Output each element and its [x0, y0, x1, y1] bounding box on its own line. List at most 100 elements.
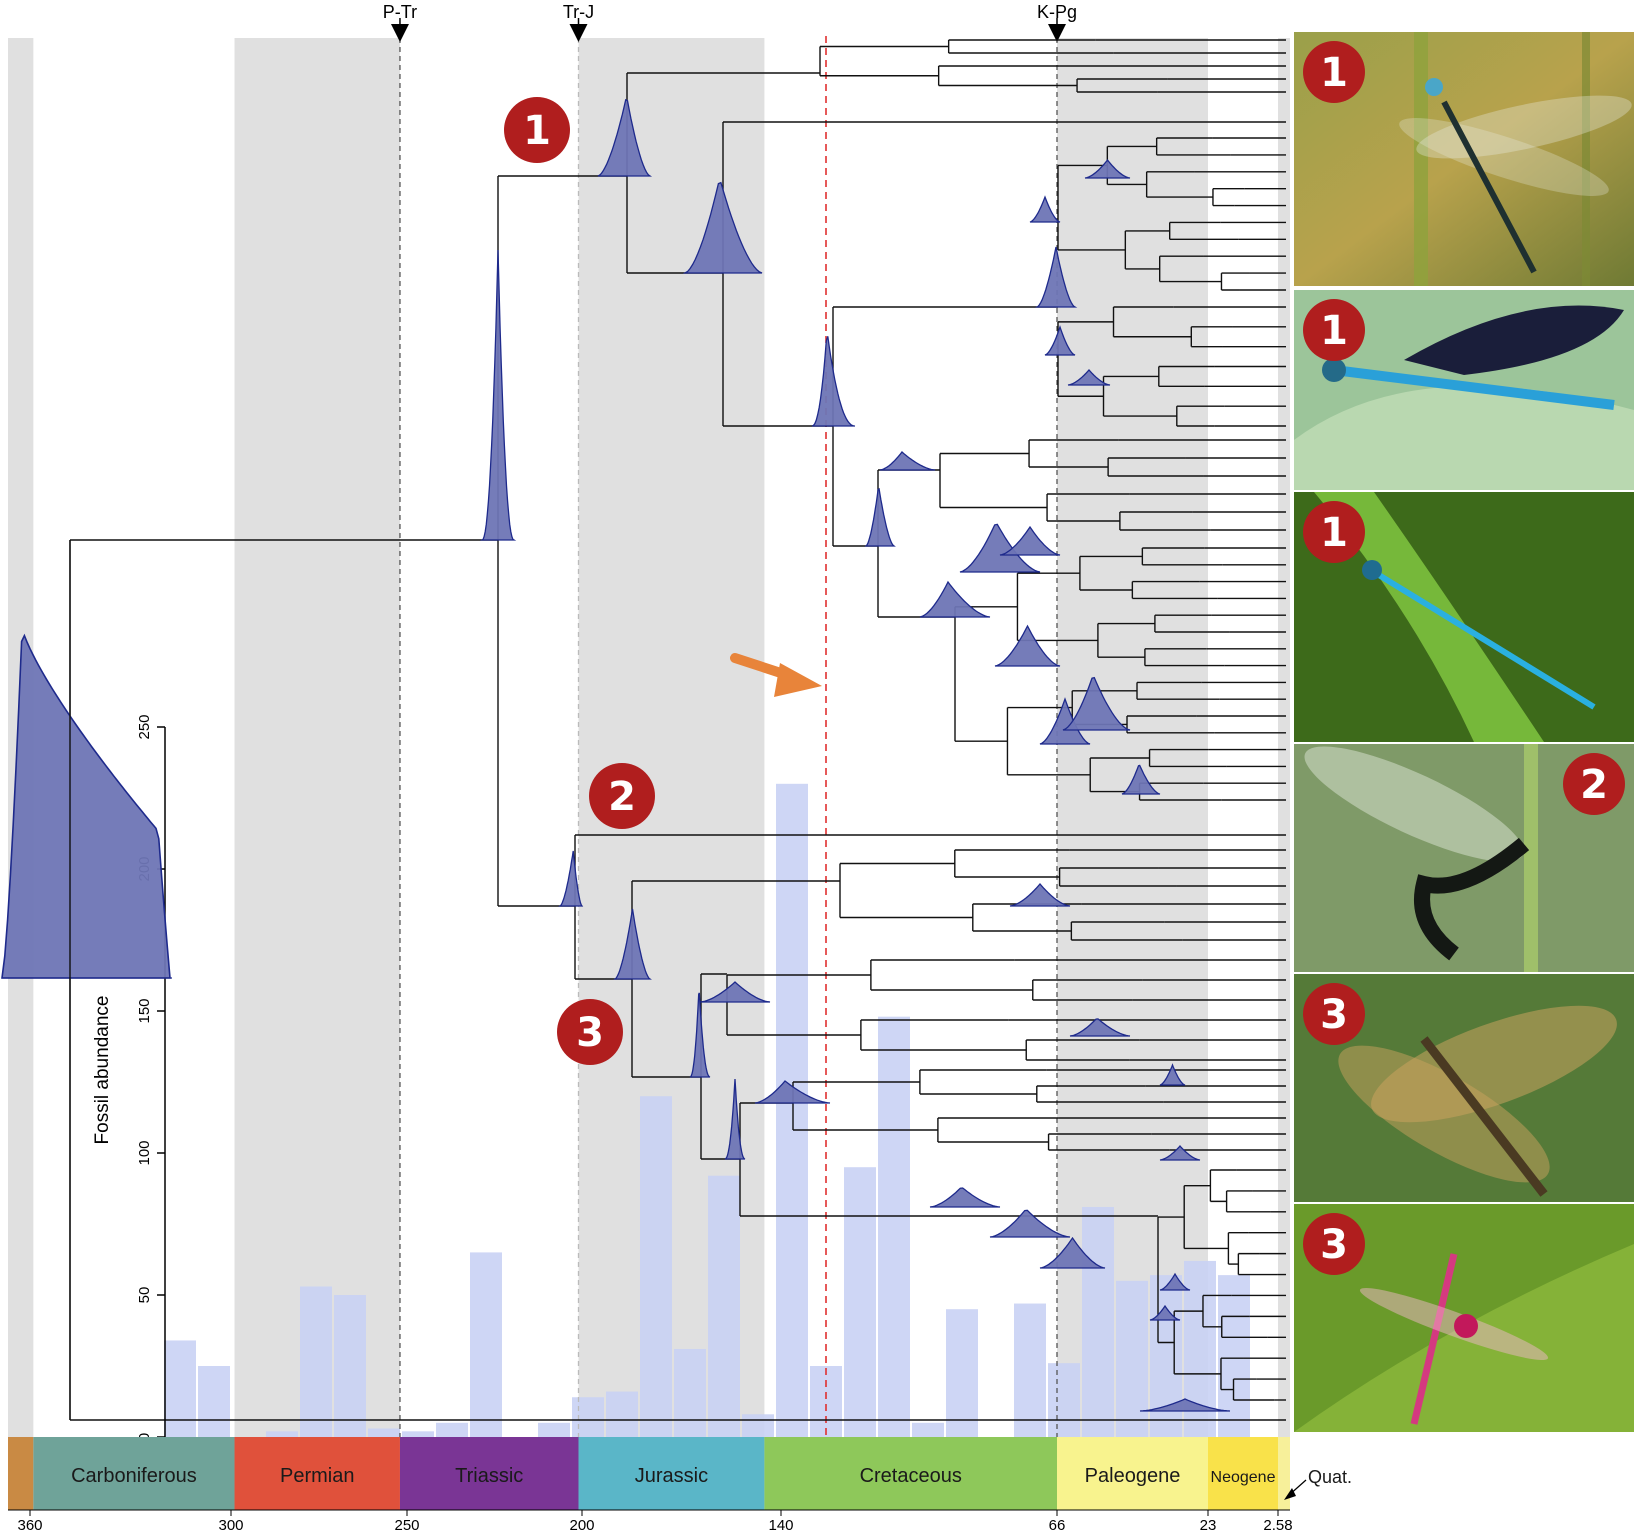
- histogram-bar: [1014, 1303, 1046, 1437]
- period-box: [33, 1437, 235, 1510]
- photo-badge: 1: [1303, 41, 1365, 103]
- age-density: [699, 981, 771, 1003]
- histogram-bar: [470, 1252, 502, 1437]
- histogram-bar: [946, 1309, 978, 1437]
- event-label: Tr-J: [563, 2, 594, 22]
- clade-badges: 1 2 3: [504, 97, 655, 1065]
- period-label: Carboniferous: [71, 1465, 197, 1487]
- age-density: [1029, 195, 1061, 223]
- event-arrowhead: [569, 24, 588, 42]
- age-density: [1139, 1398, 1231, 1412]
- age-density: [689, 992, 711, 1078]
- age-density: [1039, 697, 1091, 745]
- period-label: Paleogene: [1085, 1465, 1181, 1487]
- fossil-axis-tick-label: 100: [136, 1140, 153, 1165]
- quaternary-pointer-head: [1284, 1488, 1296, 1500]
- event-label: P-Tr: [383, 2, 417, 22]
- fossil-abundance-histogram: [164, 783, 1250, 1437]
- age-density: [1067, 369, 1111, 386]
- photo-dragonfly-pink: 3: [1294, 1204, 1634, 1432]
- period-box: [1057, 1437, 1208, 1510]
- age-density: [682, 181, 763, 274]
- age-density: [994, 624, 1061, 667]
- timescale-tick-label: 66: [1049, 1517, 1066, 1532]
- arrow-head: [774, 663, 822, 697]
- timescale-tick-label: 2.58: [1263, 1517, 1292, 1532]
- period-label: Permian: [280, 1465, 354, 1487]
- age-density: [929, 1187, 1001, 1208]
- histogram-bar: [300, 1286, 332, 1437]
- age-density: [989, 1209, 1071, 1238]
- age-density: [1039, 1236, 1106, 1269]
- age-density: [1149, 1304, 1181, 1321]
- period-box: [764, 1437, 1057, 1510]
- clade-badge-number: 3: [576, 1010, 604, 1056]
- histogram-bar: [640, 1096, 672, 1437]
- histogram-bar: [844, 1167, 876, 1437]
- event-arrowhead: [1048, 24, 1066, 42]
- fossil-abundance-axis: 050100150200250Fossil abundance: [92, 714, 166, 1441]
- histogram-bar: [368, 1428, 400, 1437]
- root-age-density: [1, 540, 172, 1420]
- damselfly-picture: [1294, 492, 1634, 742]
- fossil-axis-tick-label: 50: [136, 1287, 153, 1304]
- root-density: [1, 633, 171, 979]
- histogram-bar: [1048, 1363, 1080, 1437]
- histogram-bar: [1218, 1275, 1250, 1437]
- period-label: Cretaceous: [860, 1465, 962, 1487]
- interval-shading: [8, 38, 1290, 1437]
- photo-badge: 3: [1303, 1213, 1365, 1275]
- age-density: [999, 525, 1061, 556]
- svg-text:1: 1: [1320, 50, 1348, 96]
- orange-arrow: [730, 653, 822, 697]
- age-density: [754, 1080, 831, 1104]
- histogram-bar: [436, 1422, 468, 1437]
- timescale-tick-label: 300: [218, 1517, 243, 1532]
- clade-badge-number: 1: [523, 108, 551, 154]
- age-density: [864, 487, 896, 547]
- event-lines: P-Tr Tr-J K-Pg: [383, 2, 1077, 1437]
- age-density: [1044, 325, 1076, 356]
- histogram-bar: [164, 1340, 196, 1437]
- histogram-bar: [606, 1391, 638, 1437]
- period-box: [578, 1437, 765, 1510]
- age-density: [1084, 158, 1131, 179]
- period-box: [399, 1437, 579, 1510]
- period-box: [234, 1437, 400, 1510]
- histogram-bar: [572, 1397, 604, 1437]
- age-density: [1159, 1145, 1201, 1161]
- damselfly-picture: [1294, 290, 1634, 490]
- age-density: [724, 1078, 746, 1160]
- photo-badge: 2: [1563, 753, 1625, 815]
- fossil-axis-label: Fossil abundance: [92, 996, 113, 1145]
- age-density: [959, 523, 1041, 573]
- fossil-axis-tick-label: 150: [136, 998, 153, 1023]
- dragonfly-picture: [1294, 974, 1634, 1202]
- node-age-densities: [479, 98, 1231, 1412]
- quaternary-label: Quat.: [1308, 1467, 1352, 1487]
- histogram-bar: [538, 1422, 570, 1437]
- age-density: [879, 451, 936, 471]
- timescale-tick-label: 23: [1200, 1517, 1217, 1532]
- histogram-bar: [674, 1348, 706, 1437]
- histogram-bar: [912, 1422, 944, 1437]
- clade-badge: [557, 999, 623, 1065]
- histogram-bar: [402, 1431, 434, 1437]
- photo-dragonfly-amber: 3: [1294, 974, 1634, 1202]
- age-density: [1069, 1018, 1131, 1037]
- clade-badge: [589, 763, 655, 829]
- timescale-tick-label: 200: [569, 1517, 594, 1532]
- age-density: [597, 98, 653, 177]
- photo-badge: 3: [1303, 983, 1365, 1045]
- svg-text:1: 1: [1320, 308, 1348, 354]
- age-density: [479, 249, 517, 541]
- histogram-bar: [742, 1414, 774, 1437]
- period-box: [1208, 1437, 1278, 1510]
- period-label: Triassic: [455, 1465, 523, 1487]
- shaded-interval: [234, 38, 400, 1437]
- svg-text:3: 3: [1320, 1222, 1348, 1268]
- period-box: [8, 1437, 34, 1510]
- photo-damselfly-blue-wing: 1: [1294, 290, 1634, 490]
- age-density: [1159, 1272, 1191, 1291]
